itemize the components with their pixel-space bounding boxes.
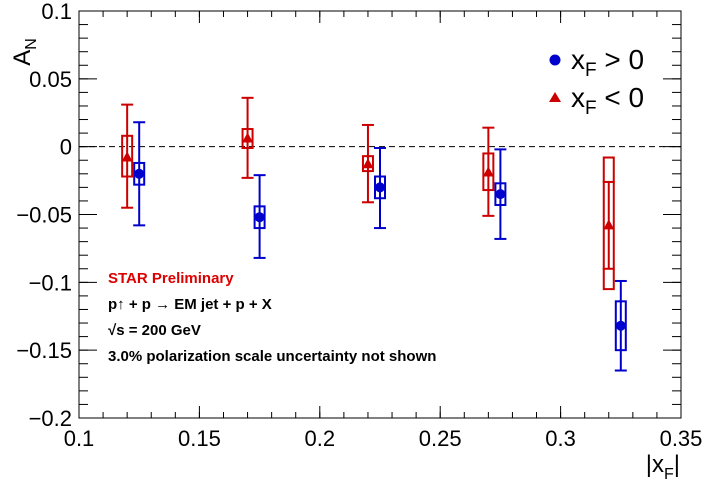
sys-error-box — [602, 156, 615, 291]
series-xf-positive — [133, 121, 627, 372]
axis-labels: AN |xF| — [9, 38, 680, 483]
y-tick-label: −0.1 — [29, 270, 72, 295]
x-tick-label: 0.2 — [305, 426, 336, 451]
legend-label: xF < 0 — [571, 82, 644, 119]
data-point — [615, 320, 626, 331]
data-point — [242, 132, 254, 143]
x-tick-label: 0.1 — [64, 426, 95, 451]
y-axis-label: AN — [9, 38, 40, 66]
sys-error-box — [121, 134, 134, 178]
data-point — [375, 182, 385, 193]
series-xf-negative — [121, 96, 615, 291]
data-point — [362, 158, 374, 169]
y-tick-label: 0.05 — [29, 67, 72, 92]
annotation: p↑ + p → EM jet + p + X — [108, 296, 272, 313]
sys-error-box — [482, 152, 495, 192]
data-point — [254, 212, 265, 223]
sys-error-box — [361, 155, 374, 173]
x-tick-label: 0.15 — [178, 426, 221, 451]
x-axis-label: |xF| — [646, 451, 680, 483]
legend: xF > 0xF < 0 — [549, 44, 644, 119]
data-point — [121, 151, 133, 162]
annotation: STAR Preliminary — [108, 270, 234, 287]
annotations: STAR Preliminary p↑ + p → EM jet + p + X √… — [108, 270, 436, 365]
data-point — [482, 166, 494, 177]
legend-marker — [549, 54, 561, 66]
x-tick-label: 0.35 — [660, 426, 703, 451]
y-tick-label: −0.05 — [16, 203, 72, 228]
y-tick-label: 0 — [60, 135, 72, 160]
annotation: √s = 200 GeV — [108, 322, 201, 339]
axis-ticks: 0.1 0.15 0.2 0.25 0.3 0.35 −0.2 −0.15 −0.1 −0.05 0… — [16, 0, 702, 451]
y-tick-label: 0.1 — [41, 0, 72, 24]
x-tick-label: 0.3 — [545, 426, 576, 451]
annotation: 3.0% polarization scale uncertainty not … — [108, 348, 436, 365]
sys-error-box — [241, 128, 254, 150]
y-tick-label: −0.15 — [16, 338, 72, 363]
x-tick-label: 0.25 — [419, 426, 462, 451]
y-tick-label: −0.2 — [29, 406, 72, 431]
data-point — [603, 219, 615, 230]
legend-label: xF > 0 — [571, 44, 644, 81]
data-point — [134, 168, 145, 179]
series-group — [121, 96, 627, 372]
data-point — [495, 189, 506, 200]
legend-marker — [549, 92, 561, 102]
